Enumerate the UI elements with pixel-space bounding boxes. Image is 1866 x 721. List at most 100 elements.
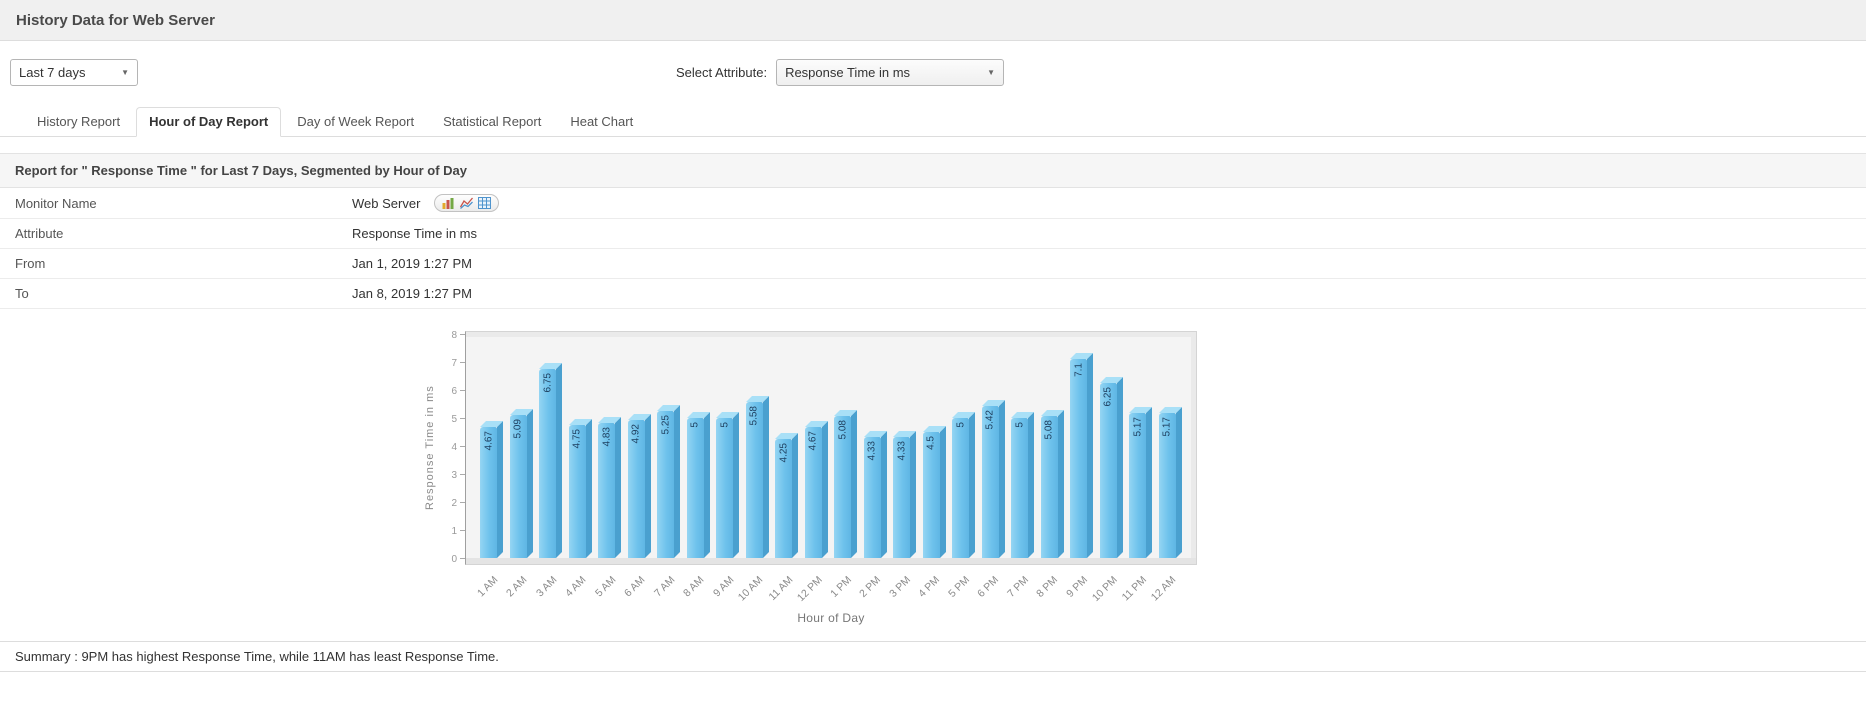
chart-bar[interactable]: 5.08 [1040, 410, 1064, 558]
bar-value-label: 4.83 [601, 427, 612, 447]
chart-bar[interactable]: 4.33 [863, 431, 887, 558]
bar-value-label: 5 [955, 422, 966, 428]
chart-bar[interactable]: 4.92 [627, 414, 651, 558]
y-axis-tick [460, 530, 465, 531]
bar-value-label: 6.25 [1102, 387, 1114, 407]
chart-bar[interactable]: 7.1 [1070, 353, 1093, 558]
bar-value-label: 5.17 [1132, 417, 1143, 437]
chart-bar[interactable]: 5.17 [1158, 407, 1182, 558]
bar-value-label: 5.08 [837, 420, 848, 440]
bar-value-label: 4.33 [866, 441, 878, 461]
chart-bar[interactable]: 5.08 [834, 410, 857, 558]
y-axis-tick [460, 418, 465, 419]
bar-front-face [1099, 383, 1117, 558]
chart-bar[interactable]: 5 [716, 412, 739, 558]
chart-bar[interactable]: 5.17 [1129, 407, 1152, 558]
bar-front-face [834, 416, 851, 558]
bar-value-label: 5.42 [984, 410, 996, 430]
x-axis-tick-label: 4 PM [916, 574, 943, 600]
table-row: Monitor Name Web Server [0, 188, 1866, 219]
report-table: Monitor Name Web Server Attribute Response … [0, 188, 1866, 309]
chart-bar[interactable]: 4.33 [893, 431, 916, 558]
tab-hour-of-day-report[interactable]: Hour of Day Report [136, 107, 282, 137]
bar-side-face [851, 410, 857, 558]
bar-front-face [1158, 413, 1176, 558]
bar-front-face [1011, 418, 1028, 558]
report-title: Report for " Response Time " for Last 7 … [0, 153, 1866, 188]
line-graph-icon[interactable] [460, 197, 474, 209]
x-axis-tick-label: 7 PM [1005, 574, 1031, 600]
chart-bar[interactable]: 5 [1011, 412, 1034, 558]
x-axis-tick-label: 6 PM [975, 574, 1002, 600]
bar-front-face [568, 425, 586, 558]
bar-value-label: 5.25 [660, 415, 671, 435]
x-axis-tick-label: 9 AM [710, 574, 736, 600]
bar-side-face [1116, 377, 1123, 558]
bar-value-label: 5.09 [512, 419, 524, 439]
row-label: Attribute [15, 226, 64, 241]
bar-side-face [1146, 407, 1152, 558]
page-title: History Data for Web Server [16, 11, 215, 29]
chart-bar[interactable]: 4.25 [775, 433, 798, 558]
x-axis-tick-label: 7 AM [651, 574, 677, 600]
x-axis-tick-label: 10 PM [1089, 574, 1120, 604]
bar-front-face [539, 369, 556, 558]
bar-side-face [703, 412, 710, 558]
x-axis-tick-label: 3 PM [887, 574, 913, 600]
attribute-select[interactable]: Response Time in ms ▼ [776, 59, 1005, 86]
y-axis-tick [460, 558, 465, 559]
chart-bar[interactable]: 4.5 [922, 426, 946, 558]
bar-side-face [910, 431, 916, 558]
row-value: Web Server [352, 188, 500, 218]
chart-bar[interactable]: 5.58 [745, 396, 769, 558]
x-axis-tick-label: 6 AM [622, 574, 648, 600]
chart-bar[interactable]: 5 [952, 412, 975, 558]
x-axis-tick-label: 2 AM [504, 574, 530, 600]
tab-heat-chart[interactable]: Heat Chart [570, 114, 634, 129]
chart-bar[interactable]: 4.67 [480, 421, 503, 558]
x-axis-tick-label: 12 AM [1148, 574, 1179, 604]
chart-bar[interactable]: 5 [686, 412, 710, 558]
chart-bar[interactable]: 5.09 [509, 409, 533, 558]
bar-front-face [1040, 416, 1058, 558]
row-value: Jan 1, 2019 1:27 PM [352, 256, 472, 271]
period-select[interactable]: Last 7 days ▼ [10, 59, 138, 86]
chevron-down-icon: ▼ [121, 68, 129, 77]
chart-bar[interactable]: 4.83 [598, 417, 621, 558]
page-header: History Data for Web Server [0, 0, 1866, 41]
bar-front-face [686, 418, 704, 558]
chart-bar[interactable]: 6.25 [1099, 377, 1123, 558]
bar-side-face [526, 409, 533, 558]
chart-bar[interactable]: 6.75 [539, 363, 562, 558]
bar-front-face [480, 427, 497, 558]
bar-value-label: 4.25 [778, 443, 789, 463]
y-axis-title: Response Time in ms [424, 385, 436, 511]
y-axis-tick-label: 0 [451, 554, 457, 565]
chart-bar[interactable]: 4.75 [568, 419, 592, 558]
bar-side-face [880, 431, 887, 558]
chart-bar[interactable]: 5.25 [657, 405, 680, 558]
bar-value-label: 4.92 [630, 424, 642, 444]
bar-graph-icon[interactable] [442, 197, 455, 209]
attribute-group: Select Attribute: Response Time in ms ▼ [676, 59, 1005, 86]
bar-front-face [981, 406, 999, 558]
bar-value-label: 4.67 [807, 431, 819, 451]
x-axis-tick-label: 3 AM [533, 574, 559, 600]
y-axis-tick-label: 5 [451, 414, 457, 425]
table-row: Attribute Response Time in ms [0, 219, 1866, 249]
tab-history-report[interactable]: History Report [37, 114, 121, 129]
bar-front-face [716, 418, 733, 558]
x-axis-tick-label: 9 PM [1064, 574, 1090, 600]
table-icon[interactable] [478, 197, 492, 209]
bar-front-face [893, 437, 910, 558]
chart-bar[interactable]: 5.42 [981, 400, 1005, 558]
tab-day-of-week-report[interactable]: Day of Week Report [297, 114, 415, 129]
monitor-graph-icons[interactable] [434, 194, 500, 212]
attribute-select-value: Response Time in ms [785, 65, 911, 80]
bar-value-label: 7.1 [1073, 363, 1084, 377]
attribute-label: Select Attribute: [676, 65, 768, 80]
chart-bar[interactable]: 4.67 [804, 421, 828, 558]
tab-statistical-report[interactable]: Statistical Report [443, 114, 542, 129]
y-axis-tick [460, 390, 465, 391]
bar-front-face [509, 415, 527, 558]
